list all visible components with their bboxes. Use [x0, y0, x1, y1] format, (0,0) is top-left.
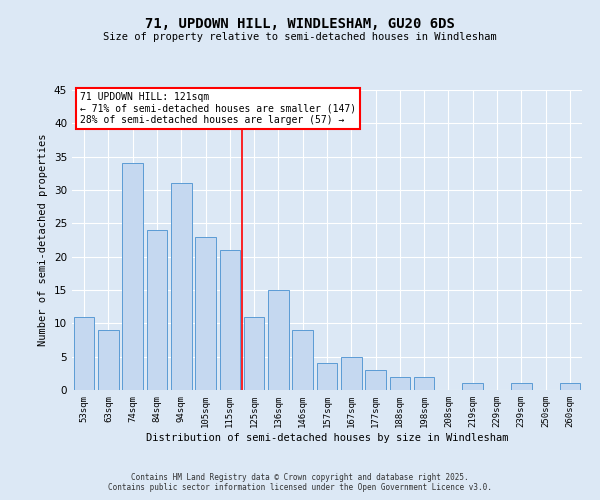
Bar [220, 250, 240, 390]
Bar [414, 376, 434, 390]
X-axis label: Distribution of semi-detached houses by size in Windlesham: Distribution of semi-detached houses by … [146, 432, 508, 442]
Text: Contains HM Land Registry data © Crown copyright and database right 2025.
Contai: Contains HM Land Registry data © Crown c… [108, 473, 492, 492]
Bar [268, 290, 289, 390]
Text: 71, UPDOWN HILL, WINDLESHAM, GU20 6DS: 71, UPDOWN HILL, WINDLESHAM, GU20 6DS [145, 18, 455, 32]
Bar [244, 316, 265, 390]
Bar [511, 384, 532, 390]
Text: 71 UPDOWN HILL: 121sqm
← 71% of semi-detached houses are smaller (147)
28% of se: 71 UPDOWN HILL: 121sqm ← 71% of semi-det… [80, 92, 356, 124]
Bar [122, 164, 143, 390]
Bar [74, 316, 94, 390]
Y-axis label: Number of semi-detached properties: Number of semi-detached properties [38, 134, 49, 346]
Bar [463, 384, 483, 390]
Bar [292, 330, 313, 390]
Bar [365, 370, 386, 390]
Bar [317, 364, 337, 390]
Bar [98, 330, 119, 390]
Bar [389, 376, 410, 390]
Bar [146, 230, 167, 390]
Bar [171, 184, 191, 390]
Bar [195, 236, 216, 390]
Bar [341, 356, 362, 390]
Bar [560, 384, 580, 390]
Text: Size of property relative to semi-detached houses in Windlesham: Size of property relative to semi-detach… [103, 32, 497, 42]
